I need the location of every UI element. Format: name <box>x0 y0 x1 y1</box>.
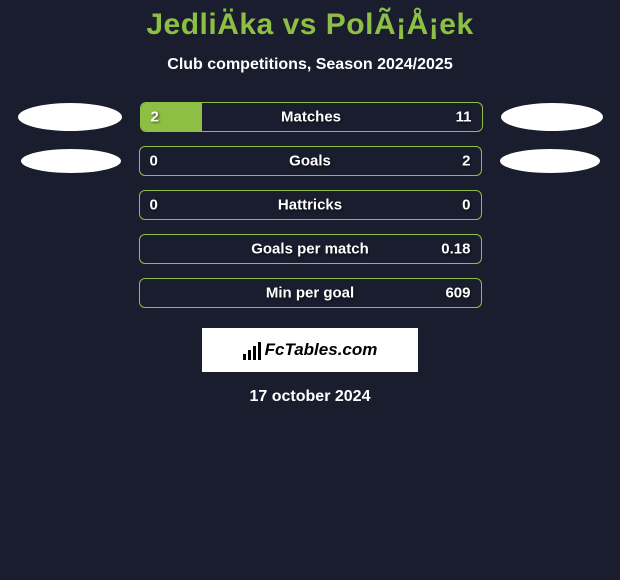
stat-label: Min per goal <box>266 285 354 302</box>
stat-left-value: 0 <box>150 197 158 214</box>
stat-right-value: 2 <box>462 153 470 170</box>
stat-bar: 0 Hattricks 0 <box>139 190 482 220</box>
stat-row: Goals per match 0.18 <box>0 234 620 264</box>
player-left-avatar <box>21 149 121 173</box>
brand-text: FcTables.com <box>265 340 378 360</box>
bar-chart-icon <box>243 340 261 360</box>
player-right-avatar <box>501 103 603 131</box>
stat-bar: Min per goal 609 <box>139 278 482 308</box>
stat-row: 0 Hattricks 0 <box>0 190 620 220</box>
stat-left-value: 2 <box>151 109 159 126</box>
player-right-avatar <box>500 149 600 173</box>
footer-date: 17 october 2024 <box>0 388 620 406</box>
page-subtitle: Club competitions, Season 2024/2025 <box>0 56 620 74</box>
stat-bar: 2 Matches 11 <box>140 102 483 132</box>
stats-list: 2 Matches 11 0 Goals 2 0 Hattricks 0 Goals per ma… <box>0 102 620 308</box>
stat-bar: Goals per match 0.18 <box>139 234 482 264</box>
stat-right-value: 0.18 <box>441 241 470 258</box>
stat-label: Goals <box>289 153 331 170</box>
stat-label: Matches <box>281 109 341 126</box>
stat-right-value: 11 <box>456 109 472 126</box>
player-left-avatar <box>18 103 122 131</box>
stat-row: Min per goal 609 <box>0 278 620 308</box>
brand-badge: FcTables.com <box>202 328 418 372</box>
stat-row: 2 Matches 11 <box>0 102 620 132</box>
stat-label: Goals per match <box>251 241 369 258</box>
stat-left-value: 0 <box>150 153 158 170</box>
stat-bar: 0 Goals 2 <box>139 146 482 176</box>
stat-label: Hattricks <box>278 197 342 214</box>
page-title: JedliÄka vs PolÃ¡Å¡ek <box>0 8 620 42</box>
stat-row: 0 Goals 2 <box>0 146 620 176</box>
stat-right-value: 609 <box>445 285 470 302</box>
stat-right-value: 0 <box>462 197 470 214</box>
comparison-widget: JedliÄka vs PolÃ¡Å¡ek Club competitions,… <box>0 0 620 406</box>
